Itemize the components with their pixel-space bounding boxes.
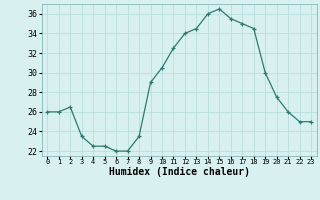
X-axis label: Humidex (Indice chaleur): Humidex (Indice chaleur) [109,167,250,177]
